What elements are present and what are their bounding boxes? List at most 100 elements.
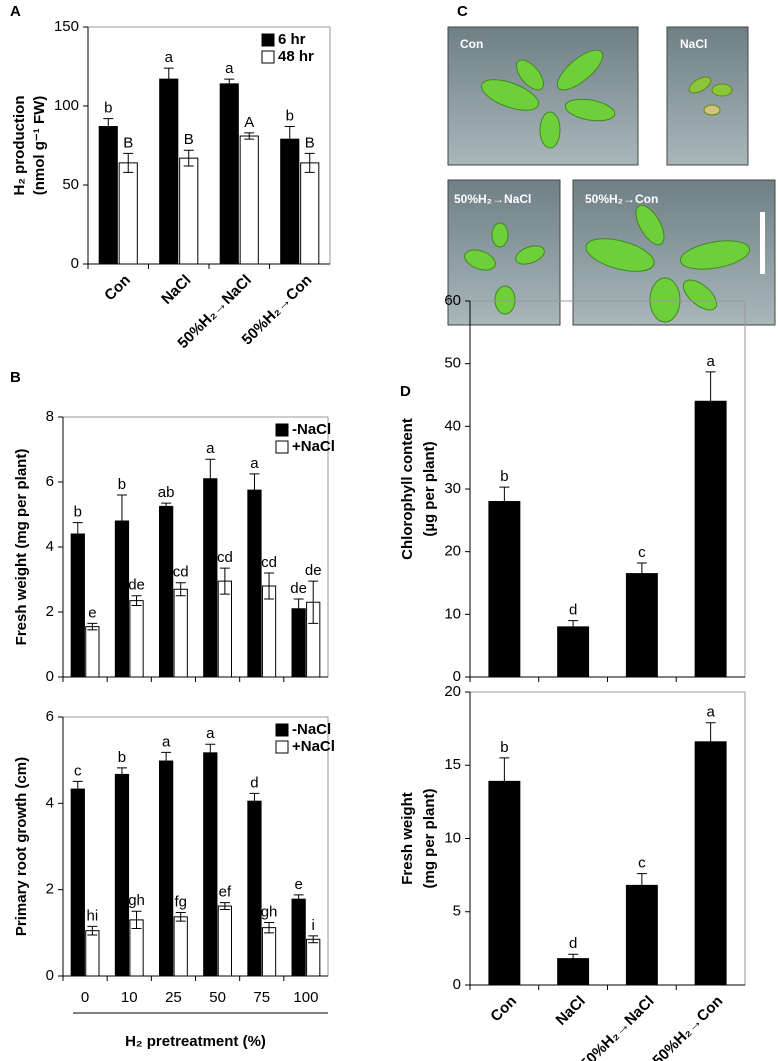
error-bar (499, 486, 510, 517)
letter-label: cd (217, 549, 233, 566)
x-tick-label: 75 (253, 989, 270, 1006)
x-tick-label: Con (487, 993, 520, 1026)
bar (557, 626, 590, 678)
error-bar (499, 757, 510, 806)
letter-label: gh (261, 903, 278, 920)
letter-label: d (569, 602, 577, 619)
y-axis-label: (nmol g⁻¹ FW) (31, 96, 48, 196)
legend-label: +NaCl (292, 738, 335, 755)
y-tick-label: 150 (54, 18, 79, 35)
letter-label: a (250, 455, 259, 472)
legend-swatch (261, 50, 275, 64)
y-tick-label: 60 (444, 292, 461, 309)
bar (203, 478, 218, 678)
y-tick-label: 8 (46, 408, 54, 425)
panel-label: A (10, 3, 21, 20)
error-bar (175, 582, 186, 597)
bar (159, 760, 174, 977)
y-axis-label: Primary root growth (cm) (13, 757, 30, 936)
error-bar (87, 622, 98, 631)
panel-label: B (10, 369, 21, 386)
letter-label: ef (219, 884, 232, 901)
error-bar (249, 473, 260, 507)
x-axis-label: H₂ pretreatment (%) (125, 1033, 266, 1050)
legend-label: -NaCl (292, 421, 331, 438)
y-axis-label: Fresh weight (mg per plant) (13, 449, 30, 646)
bar (173, 916, 188, 977)
x-tick-label: Con (101, 272, 134, 305)
x-tick-label: 50%H₂→Con (649, 993, 726, 1061)
y-axis-label: H₂ production (11, 96, 28, 196)
y-tick-label: 20 (444, 683, 461, 700)
error-bar (72, 780, 83, 798)
error-bar (244, 132, 255, 140)
bar (118, 162, 138, 265)
letter-label: b (118, 749, 126, 766)
letter-label: B (123, 134, 133, 151)
letter-label: i (312, 917, 315, 934)
letter-label: B (184, 131, 194, 148)
letter-label: b (286, 108, 294, 125)
letter-label: c (638, 855, 646, 872)
letter-label: c (74, 762, 82, 779)
y-tick-label: 30 (444, 480, 461, 497)
panel-label: D (400, 383, 411, 400)
letter-label: de (290, 580, 307, 597)
letter-label: de (305, 562, 322, 579)
bar (488, 780, 521, 986)
error-bar (205, 743, 216, 762)
error-bar (264, 572, 275, 600)
plot-frame (62, 716, 329, 977)
bar (291, 898, 306, 977)
letter-label: cd (173, 564, 189, 581)
error-bar (308, 580, 319, 624)
error-bar (293, 598, 304, 619)
bar (488, 501, 521, 678)
bar (114, 773, 130, 977)
error-bar (123, 152, 134, 173)
letter-label: d (569, 935, 577, 952)
bar (173, 588, 188, 678)
bar (694, 741, 727, 986)
y-tick-label: 4 (46, 794, 54, 811)
y-tick-label: 0 (46, 668, 54, 685)
y-axis-label: Fresh weight (399, 792, 416, 885)
letter-label: c (638, 544, 646, 561)
bar (694, 400, 727, 678)
error-bar (161, 751, 172, 771)
error-bar (568, 620, 579, 634)
error-bar (116, 494, 127, 548)
error-bar (175, 912, 186, 922)
y-axis-label: Chlorophyll content (399, 418, 416, 560)
y-tick-label: 0 (71, 255, 79, 272)
bar (247, 800, 262, 977)
y-tick-label: 6 (46, 708, 54, 725)
bar (306, 938, 321, 977)
legend-swatch (275, 440, 289, 454)
x-tick-label: NaCl (158, 272, 194, 308)
error-bar (87, 925, 98, 936)
photo-label: NaCl (680, 37, 707, 51)
error-bar (224, 78, 235, 90)
letter-label: b (500, 739, 508, 756)
photo: Con (447, 26, 639, 166)
panel-label: C (457, 3, 468, 20)
bar (129, 600, 144, 678)
plot-frame (62, 416, 329, 678)
letter-label: ab (158, 484, 175, 501)
bar (261, 927, 277, 977)
y-tick-label: 20 (444, 543, 461, 560)
error-bar (705, 371, 716, 432)
error-bar (205, 458, 216, 499)
error-bar (219, 567, 230, 595)
bar (625, 884, 658, 986)
letter-label: b (118, 476, 126, 493)
letter-label: a (206, 440, 215, 457)
y-axis-label: (mg per plant) (421, 788, 438, 888)
legend-swatch (275, 723, 289, 737)
error-bar (163, 67, 174, 91)
letter-label: a (225, 60, 234, 77)
bar (85, 626, 100, 678)
error-bar (249, 792, 260, 810)
